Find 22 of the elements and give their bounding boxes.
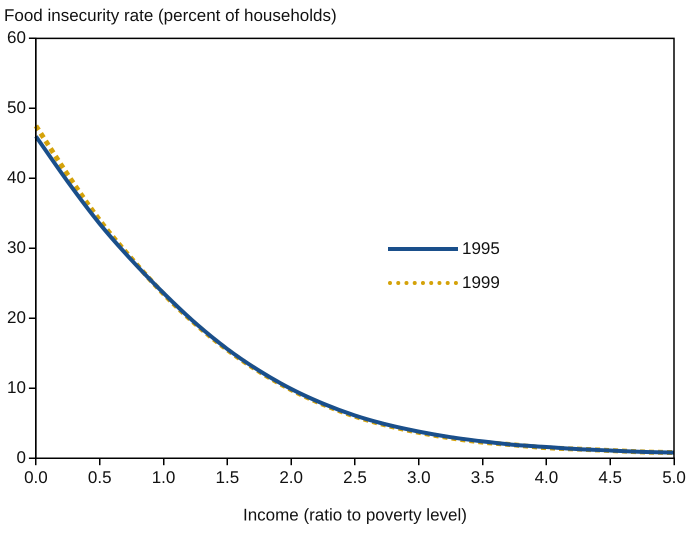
x-tick-label: 4.0 <box>534 468 558 488</box>
x-tick-label: 1.0 <box>152 468 176 488</box>
legend-label: 1995 <box>462 239 500 259</box>
y-axis-title: Food insecurity rate (percent of households) <box>4 6 337 25</box>
x-tick-label: 1.5 <box>216 468 240 488</box>
y-tick-label: 60 <box>6 28 26 48</box>
x-tick-label: 0.5 <box>88 468 112 488</box>
x-tick-label: 5.0 <box>662 468 686 488</box>
y-tick-label: 20 <box>6 308 26 327</box>
x-tick-label: 2.0 <box>279 468 303 488</box>
y-tick-label: 40 <box>6 168 26 188</box>
x-tick-label: 2.5 <box>343 468 367 488</box>
y-tick-label: 10 <box>6 378 26 397</box>
y-tick-label: 30 <box>6 238 26 257</box>
legend-label: 1999 <box>462 273 500 293</box>
y-tick-label: 0 <box>16 448 26 467</box>
x-tick-label: 0.0 <box>24 468 48 488</box>
x-tick-label: 3.5 <box>470 468 494 488</box>
x-tick-label: 4.5 <box>598 468 622 488</box>
y-tick-label: 50 <box>6 98 26 118</box>
x-axis-title: Income (ratio to poverty level) <box>242 505 467 524</box>
x-tick-label: 3.0 <box>406 468 431 488</box>
